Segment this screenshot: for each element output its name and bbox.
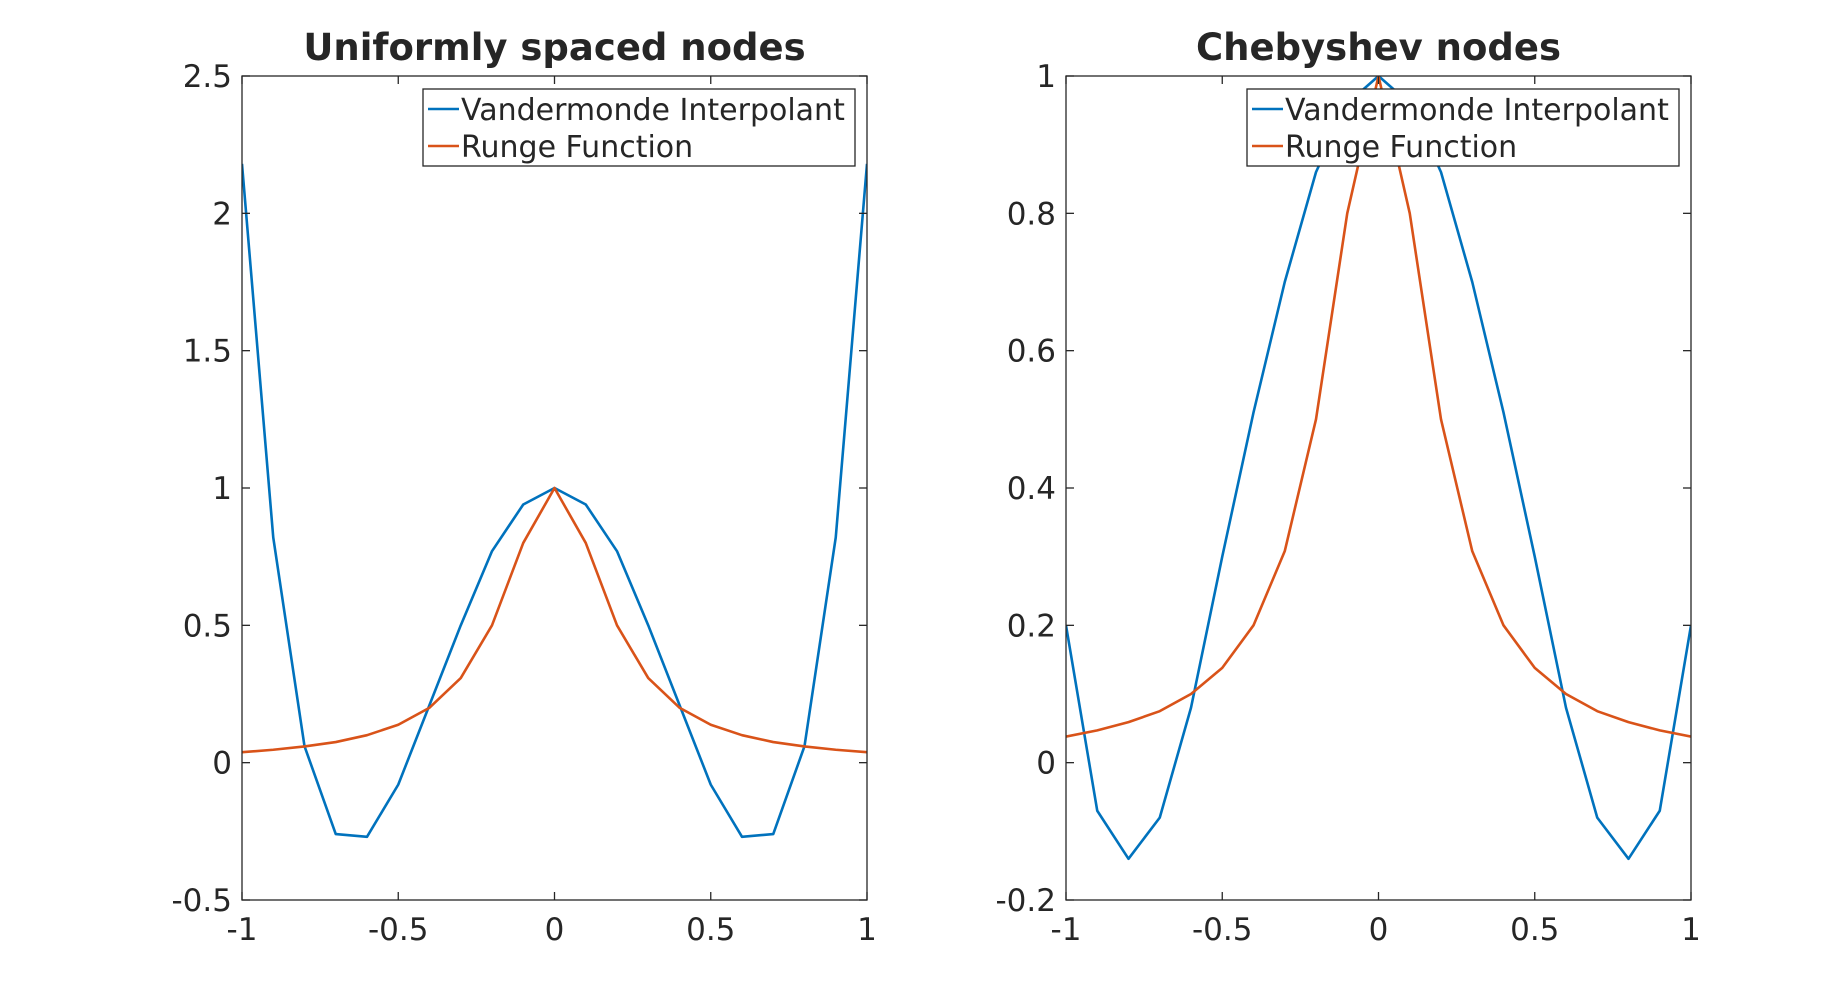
- x-tick-label: 0.5: [1510, 912, 1559, 948]
- y-tick-label: -0.2: [996, 883, 1057, 919]
- legend-box: [1246, 88, 1680, 167]
- legend-label: Runge Function: [461, 130, 693, 165]
- x-tick-label: -1: [227, 912, 258, 948]
- y-tick-label: 0.4: [1007, 471, 1056, 507]
- y-tick-label: 1: [1036, 59, 1056, 95]
- plot-area: [1066, 76, 1691, 900]
- y-tick-label: 0.8: [1007, 196, 1056, 232]
- y-tick-label: 0: [212, 746, 232, 782]
- y-tick-label: 2.5: [183, 59, 232, 95]
- y-tick-label: 0.6: [1007, 334, 1056, 370]
- x-tick-label: -1: [1051, 912, 1082, 948]
- y-tick-label: 2: [212, 196, 232, 232]
- chart-title: Uniformly spaced nodes: [303, 26, 805, 69]
- series-line-runge-function: [242, 486, 867, 754]
- y-tick-label: 0: [1036, 746, 1056, 782]
- chart-title: Chebyshev nodes: [1196, 26, 1561, 69]
- y-tick-label: 0.2: [1007, 608, 1056, 644]
- legend-label: Vandermonde Interpolant: [1285, 93, 1669, 128]
- legend-label: Runge Function: [1285, 130, 1517, 165]
- legend-box: [422, 88, 856, 167]
- x-tick-label: -0.5: [368, 912, 429, 948]
- y-tick-label: 0.5: [183, 608, 232, 644]
- x-tick-label: 1: [1681, 912, 1701, 948]
- x-tick-label: -0.5: [1192, 912, 1253, 948]
- y-tick-label: 1.5: [183, 334, 232, 370]
- x-tick-label: 0: [545, 912, 565, 948]
- legend-label: Vandermonde Interpolant: [461, 93, 845, 128]
- y-tick-label: 1: [212, 471, 232, 507]
- chart-panel-2: -1 -0.5 0 0.5 1 -0.2 0 0.2 0.4 0.6 0.8 1 Chebyshev n…: [996, 26, 1701, 948]
- x-tick-label: 0: [1369, 912, 1389, 948]
- series-line-vandermonde-interpolant: [1066, 76, 1691, 861]
- series-line-runge-function: [1066, 76, 1691, 738]
- x-tick-label: 1: [857, 912, 877, 948]
- x-tick-label: 0.5: [686, 912, 735, 948]
- y-tick-label: -0.5: [172, 883, 233, 919]
